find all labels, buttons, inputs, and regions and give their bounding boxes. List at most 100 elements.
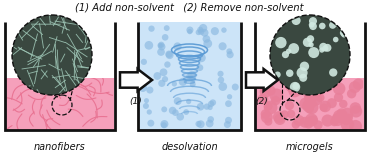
- Circle shape: [197, 120, 204, 128]
- Circle shape: [144, 41, 153, 50]
- Circle shape: [333, 110, 346, 123]
- Circle shape: [144, 98, 149, 103]
- Circle shape: [224, 121, 231, 128]
- Circle shape: [300, 62, 309, 71]
- Circle shape: [264, 101, 277, 114]
- Circle shape: [293, 115, 305, 126]
- Circle shape: [164, 25, 170, 31]
- Circle shape: [270, 88, 283, 102]
- Circle shape: [158, 42, 164, 48]
- Circle shape: [288, 43, 299, 54]
- Circle shape: [146, 86, 153, 94]
- Circle shape: [177, 113, 184, 121]
- Circle shape: [203, 35, 210, 43]
- Circle shape: [172, 109, 179, 116]
- Circle shape: [322, 81, 333, 92]
- Circle shape: [291, 120, 300, 129]
- Circle shape: [211, 27, 219, 35]
- Circle shape: [187, 29, 192, 34]
- Circle shape: [147, 109, 152, 115]
- Circle shape: [266, 86, 276, 95]
- Circle shape: [273, 111, 285, 123]
- Circle shape: [174, 97, 182, 105]
- Circle shape: [190, 81, 196, 87]
- Circle shape: [160, 120, 169, 128]
- Circle shape: [162, 34, 169, 41]
- Circle shape: [316, 93, 325, 102]
- Circle shape: [286, 69, 293, 77]
- Circle shape: [208, 116, 214, 123]
- Circle shape: [139, 84, 147, 92]
- Circle shape: [226, 51, 234, 58]
- Circle shape: [334, 93, 343, 102]
- Circle shape: [12, 15, 92, 95]
- Circle shape: [169, 107, 177, 114]
- Circle shape: [299, 98, 311, 109]
- Circle shape: [319, 47, 324, 53]
- Circle shape: [197, 27, 203, 33]
- Circle shape: [309, 22, 317, 30]
- Circle shape: [305, 113, 318, 127]
- Circle shape: [341, 32, 347, 38]
- Circle shape: [308, 99, 316, 108]
- Circle shape: [147, 120, 154, 127]
- Circle shape: [264, 102, 273, 111]
- Circle shape: [321, 114, 334, 127]
- Circle shape: [291, 16, 301, 25]
- Circle shape: [324, 44, 332, 52]
- Circle shape: [162, 76, 168, 82]
- Circle shape: [158, 43, 166, 51]
- Circle shape: [341, 118, 354, 131]
- Circle shape: [305, 100, 319, 114]
- Circle shape: [199, 24, 207, 32]
- Circle shape: [308, 42, 314, 47]
- Circle shape: [307, 35, 314, 43]
- Circle shape: [292, 83, 299, 89]
- Circle shape: [304, 89, 313, 99]
- Circle shape: [197, 54, 206, 62]
- Circle shape: [257, 94, 268, 104]
- Circle shape: [313, 120, 323, 130]
- Circle shape: [148, 26, 155, 32]
- Circle shape: [274, 113, 286, 125]
- Circle shape: [290, 82, 300, 92]
- Circle shape: [203, 39, 212, 48]
- Circle shape: [308, 47, 319, 58]
- FancyBboxPatch shape: [139, 22, 240, 130]
- Circle shape: [264, 118, 273, 126]
- Circle shape: [218, 77, 224, 83]
- Circle shape: [197, 64, 203, 71]
- Circle shape: [288, 85, 301, 97]
- Circle shape: [333, 82, 345, 95]
- Circle shape: [319, 23, 325, 29]
- Circle shape: [285, 81, 297, 92]
- Circle shape: [337, 110, 348, 121]
- Circle shape: [303, 38, 312, 47]
- Circle shape: [285, 101, 294, 110]
- Circle shape: [336, 22, 341, 28]
- Circle shape: [337, 108, 346, 118]
- Circle shape: [347, 89, 356, 98]
- Circle shape: [331, 113, 344, 126]
- Circle shape: [297, 67, 308, 78]
- Circle shape: [309, 17, 317, 25]
- Circle shape: [218, 82, 227, 91]
- Circle shape: [218, 42, 227, 50]
- Circle shape: [141, 59, 147, 65]
- Circle shape: [271, 96, 280, 105]
- Circle shape: [322, 45, 328, 52]
- Circle shape: [329, 68, 338, 77]
- Circle shape: [160, 68, 167, 76]
- Circle shape: [179, 78, 187, 86]
- FancyBboxPatch shape: [256, 78, 364, 130]
- Circle shape: [261, 109, 270, 119]
- Circle shape: [329, 22, 336, 29]
- Text: (1): (1): [130, 97, 143, 106]
- Circle shape: [226, 48, 232, 54]
- Circle shape: [186, 73, 193, 79]
- Circle shape: [195, 121, 201, 127]
- Circle shape: [227, 94, 232, 99]
- Circle shape: [345, 113, 353, 122]
- Circle shape: [208, 105, 213, 110]
- Circle shape: [221, 27, 227, 33]
